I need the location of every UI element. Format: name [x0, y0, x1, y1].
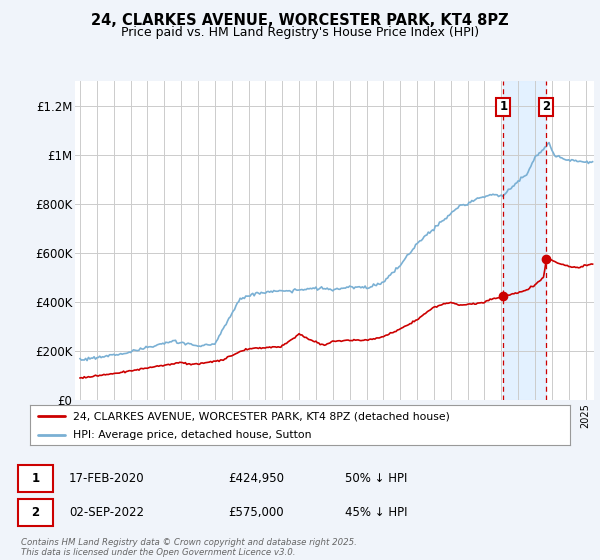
Text: £575,000: £575,000	[228, 506, 284, 519]
Text: 1: 1	[499, 100, 508, 114]
Text: 2: 2	[31, 506, 40, 519]
Text: 24, CLARKES AVENUE, WORCESTER PARK, KT4 8PZ: 24, CLARKES AVENUE, WORCESTER PARK, KT4 …	[91, 13, 509, 28]
Text: 50% ↓ HPI: 50% ↓ HPI	[345, 472, 407, 486]
Text: HPI: Average price, detached house, Sutton: HPI: Average price, detached house, Sutt…	[73, 430, 312, 440]
Text: Contains HM Land Registry data © Crown copyright and database right 2025.
This d: Contains HM Land Registry data © Crown c…	[21, 538, 357, 557]
Text: 45% ↓ HPI: 45% ↓ HPI	[345, 506, 407, 519]
Text: 2: 2	[542, 100, 550, 114]
Text: 1: 1	[31, 472, 40, 486]
Bar	[503, 81, 547, 400]
Text: 02-SEP-2022: 02-SEP-2022	[69, 506, 144, 519]
Text: 24, CLARKES AVENUE, WORCESTER PARK, KT4 8PZ (detached house): 24, CLARKES AVENUE, WORCESTER PARK, KT4 …	[73, 411, 450, 421]
Text: Price paid vs. HM Land Registry's House Price Index (HPI): Price paid vs. HM Land Registry's House …	[121, 26, 479, 39]
Text: 17-FEB-2020: 17-FEB-2020	[69, 472, 145, 486]
Text: £424,950: £424,950	[228, 472, 284, 486]
